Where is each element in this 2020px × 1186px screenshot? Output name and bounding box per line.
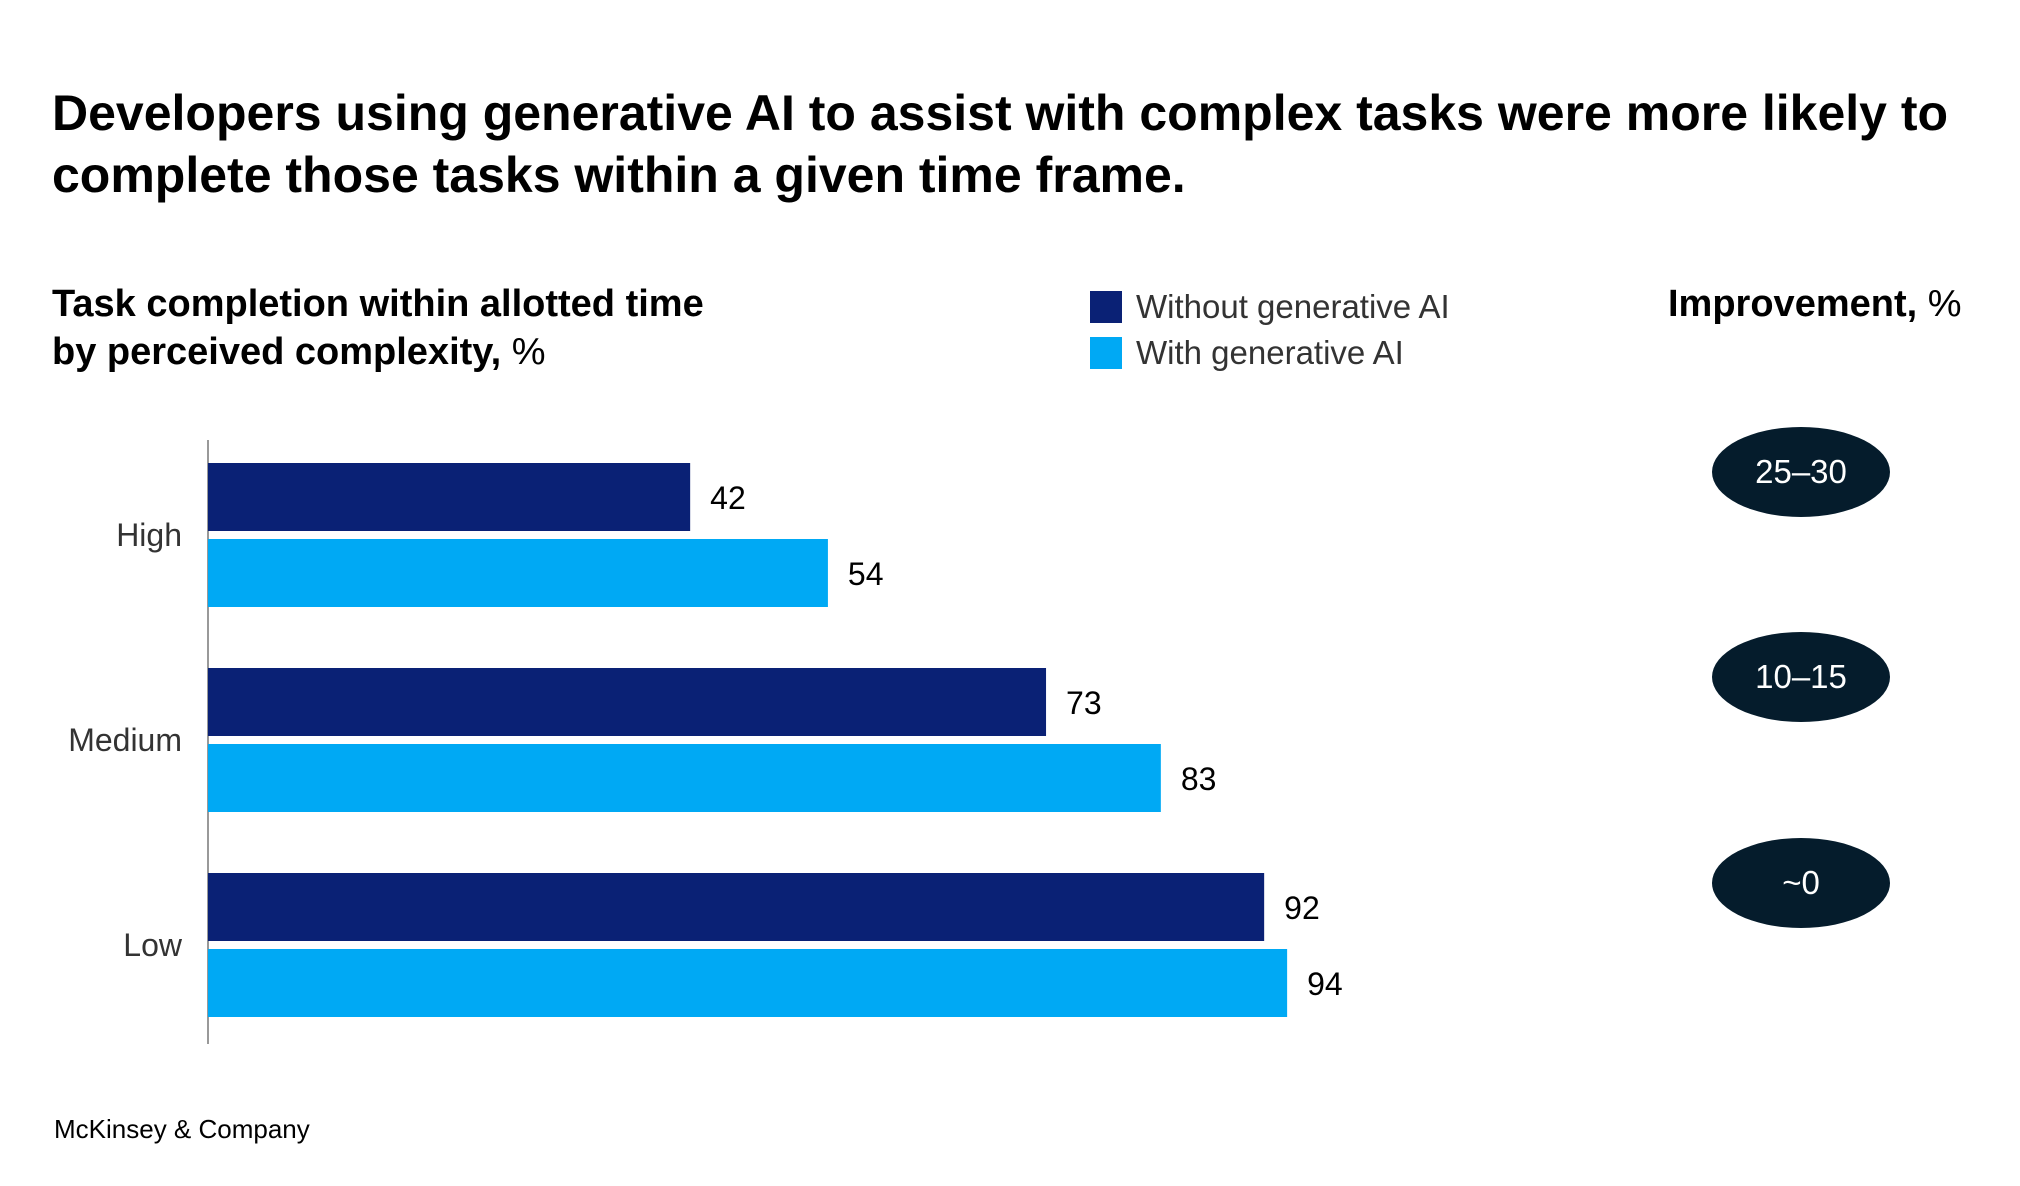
subtitle-unit: %: [501, 331, 546, 373]
improvement-title-bold: Improvement,: [1668, 283, 1918, 325]
chart-subtitle: Task completion within allotted time by …: [52, 280, 852, 376]
bar-medium-with-ai: [208, 744, 1161, 812]
data-label-medium-without-ai: 73: [1066, 685, 1102, 721]
legend-swatch-without-ai: [1090, 291, 1122, 323]
legend: Without generative AI With generative AI: [1090, 284, 1450, 376]
legend-item-without-ai: Without generative AI: [1090, 284, 1450, 330]
bar-high-with-ai: [208, 539, 828, 607]
bar-medium-without-ai: [208, 668, 1047, 736]
legend-label-with-ai: With generative AI: [1136, 334, 1404, 371]
source-credit: McKinsey & Company: [54, 1114, 310, 1144]
category-label-low: Low: [123, 927, 183, 963]
category-label-medium: Medium: [68, 722, 182, 758]
legend-label-without-ai: Without generative AI: [1136, 288, 1450, 325]
legend-swatch-with-ai: [1090, 337, 1122, 369]
improvement-pill-medium: 10–15: [1712, 632, 1890, 722]
legend-item-with-ai: With generative AI: [1090, 330, 1450, 376]
headline: Developers using generative AI to assist…: [52, 85, 1949, 203]
data-label-high-with-ai: 54: [848, 556, 884, 592]
data-label-medium-with-ai: 83: [1181, 761, 1217, 797]
bar-low-with-ai: [208, 949, 1288, 1017]
category-label-high: High: [116, 517, 182, 553]
improvement-title: Improvement, %: [1668, 280, 1962, 328]
bar-low-without-ai: [208, 873, 1265, 941]
bar-chart: High 42 54 Medium 73 83 Low 92 94: [68, 440, 1343, 1044]
data-label-low-without-ai: 92: [1284, 890, 1320, 926]
bar-high-without-ai: [208, 463, 691, 531]
subtitle-line-1: Task completion within allotted time: [52, 283, 704, 325]
improvement-pill-high: 25–30: [1712, 427, 1890, 517]
data-label-high-without-ai: 42: [710, 480, 746, 516]
subtitle-line-2: by perceived complexity,: [52, 331, 502, 373]
data-label-low-with-ai: 94: [1307, 966, 1343, 1002]
improvement-title-unit: %: [1917, 283, 1962, 325]
improvement-pill-low: ~0: [1712, 838, 1890, 928]
